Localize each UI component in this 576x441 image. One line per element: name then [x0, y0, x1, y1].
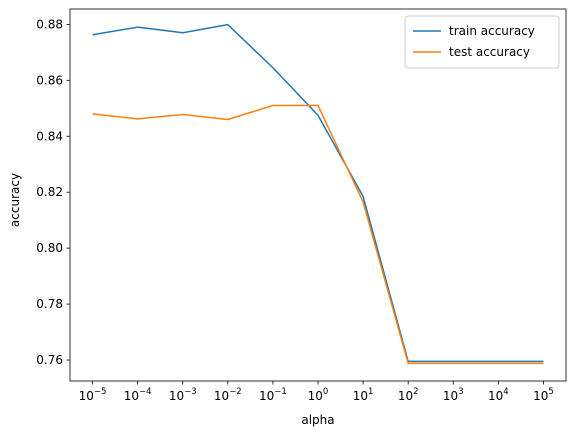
y-tick-label: 0.78	[36, 297, 63, 311]
x-tick-label: 103	[443, 387, 464, 403]
x-tick-label: 10−5	[79, 387, 107, 403]
y-axis: 0.76 0.78 0.80 0.82 0.84 0.86 0.88	[36, 17, 70, 367]
legend-box	[404, 15, 560, 69]
y-tick-label: 0.82	[36, 185, 63, 199]
x-tick-label: 105	[533, 387, 554, 403]
x-tick-label: 10−4	[124, 387, 152, 403]
legend-label: train accuracy	[449, 24, 535, 38]
x-axis-label: alpha	[301, 413, 334, 427]
y-tick-label: 0.88	[36, 17, 63, 31]
x-tick-label: 10−3	[169, 387, 197, 403]
y-tick-label: 0.86	[36, 73, 63, 87]
legend: train accuracy test accuracy	[404, 15, 560, 69]
y-axis-label: accuracy	[8, 173, 22, 227]
x-axis: 10−5 10−4 10−3 10−2 10−1 100 101 102 103 104 105	[79, 381, 554, 403]
y-tick-label: 0.84	[36, 129, 63, 143]
x-tick-label: 100	[308, 387, 329, 403]
x-tick-label: 10−1	[259, 387, 287, 403]
y-tick-label: 0.76	[36, 353, 63, 367]
x-tick-label: 104	[488, 387, 509, 403]
series-line-test	[92, 104, 544, 365]
x-tick-label: 10−2	[214, 387, 242, 403]
x-tick-label: 101	[353, 387, 374, 403]
series-line-train	[92, 23, 544, 363]
x-tick-label: 102	[398, 387, 419, 403]
y-tick-label: 0.80	[36, 241, 63, 255]
legend-label: test accuracy	[449, 45, 530, 59]
